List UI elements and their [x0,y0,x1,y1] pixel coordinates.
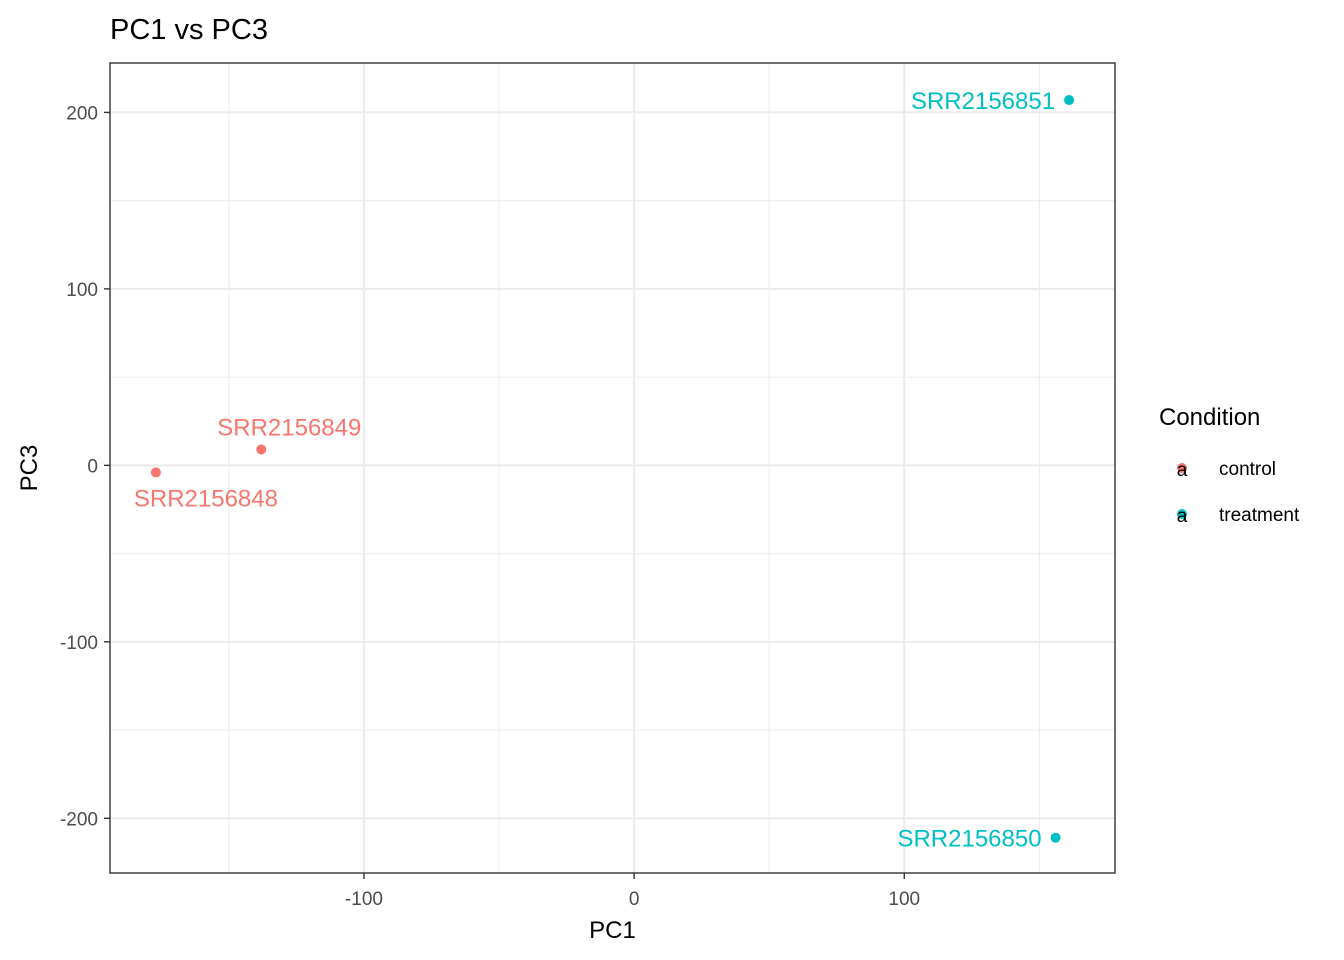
y-tick-label: 100 [66,280,98,301]
y-tick-label: 200 [66,103,98,124]
point-label: SRR2156851 [911,88,1055,115]
point-label: SRR2156849 [217,414,361,441]
legend-label: control [1219,459,1276,480]
x-axis-title: PC1 [589,917,636,944]
data-point [256,444,267,455]
legend-title: Condition [1159,404,1260,431]
panel-border [109,62,1116,874]
legend-key-point [1177,463,1187,473]
data-point [1064,95,1075,106]
point-label: SRR2156848 [134,485,278,512]
point-labels: SRR2156848 SRR2156849 SRR2156851 SRR2156850 [134,88,1055,853]
point-label: SRR2156850 [897,826,1041,853]
y-axis: -200 -100 0 100 200 [60,103,110,830]
legend-key-point [1177,509,1187,519]
data-points [150,95,1075,843]
y-tick-label: -100 [60,633,98,654]
major-gridlines [110,63,1115,873]
x-tick-label: -100 [345,889,383,910]
data-point [1050,832,1061,843]
x-tick-label: 0 [629,889,640,910]
minor-gridlines [110,63,1115,873]
x-axis: -100 0 100 [345,873,920,910]
y-axis-title: PC3 [16,445,43,492]
x-tick-label: 100 [888,889,920,910]
chart-title: PC1 vs PC3 [110,14,268,46]
legend: Condition a control a treatment [1159,404,1300,527]
y-tick-label: -200 [60,809,98,830]
legend-key-symbol: a [1177,460,1188,481]
y-tick-label: 0 [87,456,98,477]
legend-label: treatment [1219,505,1300,526]
data-point [150,467,161,478]
legend-key-symbol: a [1177,506,1188,527]
